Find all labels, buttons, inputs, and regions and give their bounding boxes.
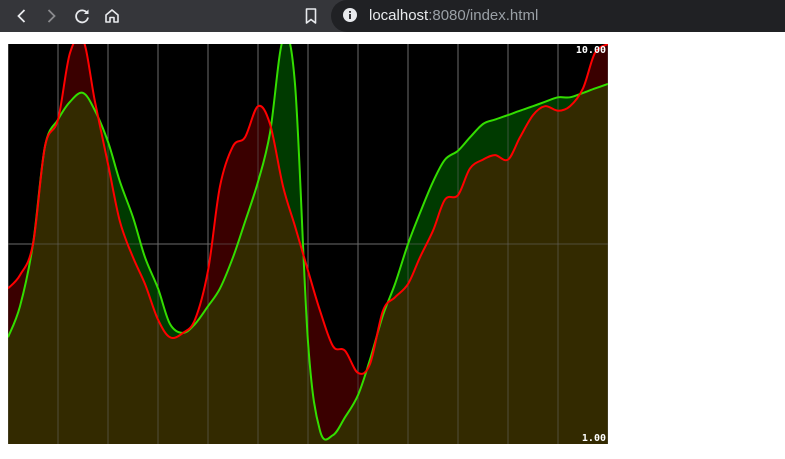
green-series-line [8,44,608,441]
y-max-label: 10.00 [576,45,606,56]
browser-toolbar: localhost:8080/index.html [0,0,785,32]
reload-icon [75,9,89,24]
chevron-right-icon [47,9,56,23]
bookmark-icon [305,8,317,24]
reload-button[interactable] [70,4,94,28]
forward-button[interactable] [39,4,63,28]
red-series-line [8,44,608,375]
chart-canvas: 10.00 1.00 [8,44,608,444]
home-button[interactable] [100,4,124,28]
chevron-left-icon [17,9,26,23]
home-icon [105,9,119,23]
chart: 10.00 1.00 [8,44,608,444]
url-text[interactable]: localhost:8080/index.html [369,7,538,24]
address-bar[interactable] [331,0,785,32]
bookmark-button[interactable] [299,4,323,28]
y-min-label: 1.00 [582,433,606,444]
url-path: :8080/index.html [428,7,539,24]
url-host: localhost [369,7,429,24]
info-icon[interactable] [342,7,358,23]
back-button[interactable] [10,4,34,28]
